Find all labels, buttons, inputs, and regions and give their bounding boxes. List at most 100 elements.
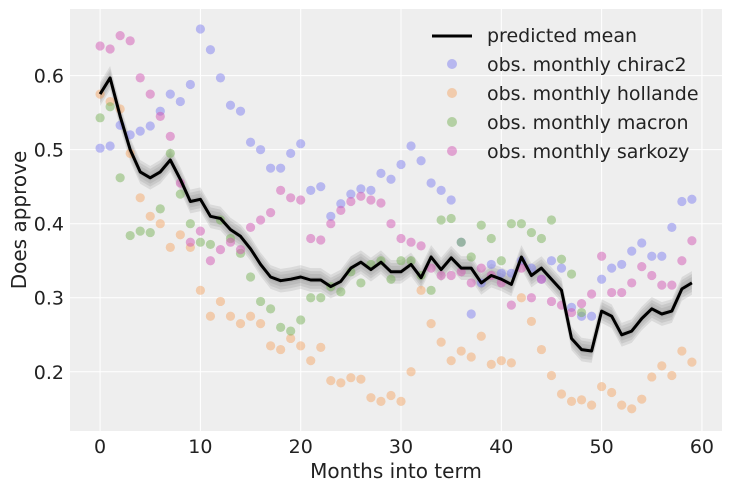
obs-point-hollande xyxy=(386,390,396,401)
obs-point-chirac2 xyxy=(185,79,195,90)
obs-point-macron xyxy=(245,272,256,282)
obs-point-chirac2 xyxy=(296,139,306,149)
obs-point-sarkozy xyxy=(255,215,266,225)
obs-point-hollande xyxy=(446,356,456,366)
obs-point-hollande xyxy=(205,311,216,321)
obs-point-sarkozy xyxy=(316,235,326,245)
obs-point-sarkozy xyxy=(205,256,216,266)
obs-point-macron xyxy=(336,287,346,297)
obs-point-chirac2 xyxy=(255,145,266,155)
obs-point-sarkozy xyxy=(386,219,396,229)
obs-point-hollande xyxy=(135,193,145,203)
x-tick-label: 30 xyxy=(389,436,413,458)
obs-point-sarkozy xyxy=(185,237,195,247)
obs-point-chirac2 xyxy=(637,238,647,248)
obs-point-sarkozy xyxy=(115,31,125,41)
obs-point-chirac2 xyxy=(677,196,687,207)
obs-point-chirac2 xyxy=(496,268,506,278)
x-axis-ticks: 0 10 20 30 40 50 60 xyxy=(94,436,714,458)
obs-point-chirac2 xyxy=(587,311,597,321)
y-tick-label: 0.2 xyxy=(34,362,64,384)
obs-point-sarkozy xyxy=(566,307,577,318)
obs-point-macron xyxy=(556,254,567,264)
obs-point-hollande xyxy=(376,396,386,406)
obs-point-sarkozy xyxy=(597,251,607,261)
obs-point-chirac2 xyxy=(356,184,366,194)
obs-point-macron xyxy=(446,213,456,224)
obs-point-sarkozy xyxy=(506,300,516,310)
obs-point-sarkozy xyxy=(135,73,145,83)
obs-point-hollande xyxy=(667,370,677,381)
legend-sarkozy-marker xyxy=(447,146,457,156)
obs-point-macron xyxy=(276,322,286,332)
obs-point-macron xyxy=(396,256,406,266)
obs-point-hollande xyxy=(276,344,286,355)
obs-point-macron xyxy=(496,256,506,266)
x-axis-label: Months into term xyxy=(310,459,482,483)
obs-point-hollande xyxy=(637,394,647,404)
obs-point-hollande xyxy=(416,285,426,295)
obs-point-hollande xyxy=(566,396,577,406)
obs-point-chirac2 xyxy=(376,168,386,178)
obs-point-sarkozy xyxy=(306,233,316,244)
obs-point-macron xyxy=(95,113,105,123)
obs-point-sarkozy xyxy=(346,196,356,207)
obs-point-chirac2 xyxy=(607,263,617,273)
legend-chirac2-label: obs. monthly chirac2 xyxy=(487,54,687,76)
obs-point-macron xyxy=(125,230,135,241)
legend-macron-label: obs. monthly macron xyxy=(487,112,689,134)
obs-point-hollande xyxy=(647,372,657,382)
obs-point-sarkozy xyxy=(165,131,175,141)
obs-point-sarkozy xyxy=(436,270,446,281)
y-tick-label: 0.3 xyxy=(34,288,64,310)
obs-point-hollande xyxy=(215,296,226,307)
obs-point-macron xyxy=(306,293,316,303)
obs-point-hollande xyxy=(155,219,165,229)
obs-point-chirac2 xyxy=(145,121,155,131)
obs-point-sarkozy xyxy=(607,287,617,298)
obs-point-macron xyxy=(476,220,486,230)
obs-point-chirac2 xyxy=(105,141,115,151)
legend-hollande-label: obs. monthly hollande xyxy=(487,83,699,105)
obs-point-hollande xyxy=(266,341,276,351)
obs-point-chirac2 xyxy=(416,156,426,166)
obs-point-macron xyxy=(205,239,216,250)
obs-point-hollande xyxy=(306,356,316,366)
series-sarkozy xyxy=(95,31,697,318)
obs-point-sarkozy xyxy=(446,270,456,281)
obs-point-hollande xyxy=(677,346,687,356)
obs-point-sarkozy xyxy=(406,237,416,247)
x-tick-label: 40 xyxy=(489,436,513,458)
obs-point-sarkozy xyxy=(95,41,105,51)
obs-point-chirac2 xyxy=(165,89,175,99)
obs-point-macron xyxy=(145,227,155,238)
obs-point-hollande xyxy=(165,242,175,252)
obs-point-chirac2 xyxy=(466,309,476,319)
predicted-mean-line xyxy=(98,76,693,353)
obs-point-hollande xyxy=(225,311,236,321)
obs-point-hollande xyxy=(406,367,416,377)
obs-point-chirac2 xyxy=(225,100,236,110)
obs-point-sarkozy xyxy=(155,111,165,121)
obs-point-hollande xyxy=(496,356,506,366)
legend-chirac2-marker xyxy=(447,59,457,69)
series-chirac2 xyxy=(95,24,697,321)
obs-point-chirac2 xyxy=(346,189,356,199)
obs-point-macron xyxy=(526,227,537,238)
obs-point-macron xyxy=(386,274,396,284)
obs-point-macron xyxy=(296,315,306,325)
obs-point-chirac2 xyxy=(205,45,216,55)
obs-point-hollande xyxy=(546,370,557,381)
obs-point-hollande xyxy=(486,359,496,369)
obs-point-macron xyxy=(486,233,496,244)
obs-point-macron xyxy=(175,189,185,199)
obs-point-chirac2 xyxy=(426,178,436,188)
obs-point-sarkozy xyxy=(576,299,587,309)
obs-point-hollande xyxy=(476,331,486,341)
obs-point-sarkozy xyxy=(587,289,597,299)
obs-point-hollande xyxy=(346,373,356,383)
obs-point-chirac2 xyxy=(486,259,496,270)
obs-point-sarkozy xyxy=(426,263,436,273)
obs-point-hollande xyxy=(326,376,336,386)
